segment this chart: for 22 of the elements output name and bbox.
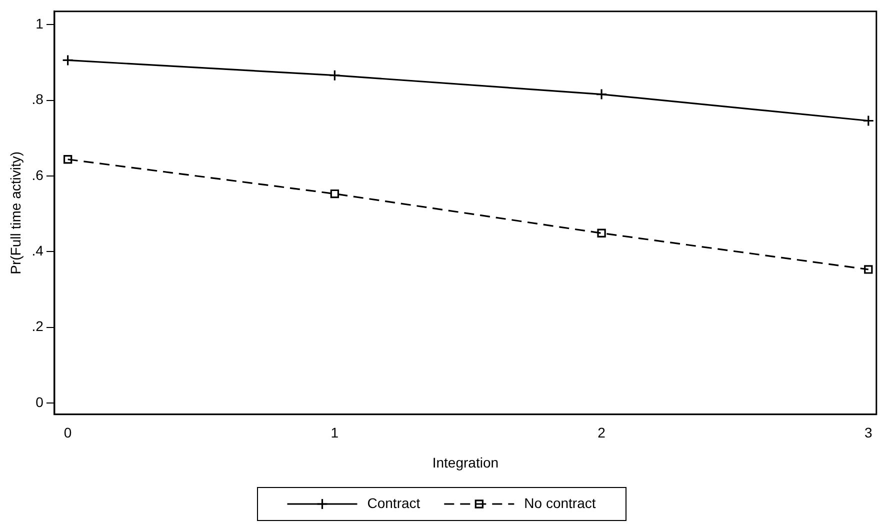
y-tick-label: .4 bbox=[32, 242, 44, 259]
x-tick-label: 2 bbox=[598, 424, 606, 441]
y-tick-label: .6 bbox=[32, 166, 44, 183]
point bbox=[62, 54, 74, 66]
point bbox=[596, 88, 608, 100]
point bbox=[63, 155, 72, 164]
point bbox=[864, 265, 873, 274]
x-tick-label: 3 bbox=[864, 424, 872, 441]
y-axis-title: Pr(Full time activity) bbox=[7, 151, 24, 274]
legend-label: No contract bbox=[524, 494, 596, 511]
y-tick-label: .8 bbox=[32, 91, 44, 108]
point bbox=[328, 70, 340, 82]
y-tick-label: .2 bbox=[32, 318, 44, 334]
x-tick-label: 0 bbox=[64, 424, 72, 441]
y-tick-label: 1 bbox=[36, 16, 44, 32]
y-tick-label: 0 bbox=[36, 394, 44, 410]
point bbox=[862, 114, 874, 127]
x-axis-title: Integration bbox=[432, 454, 499, 470]
x-tick-label: 1 bbox=[330, 424, 339, 441]
point bbox=[330, 189, 340, 198]
legend-label: Contract bbox=[367, 494, 420, 511]
point bbox=[597, 228, 606, 238]
